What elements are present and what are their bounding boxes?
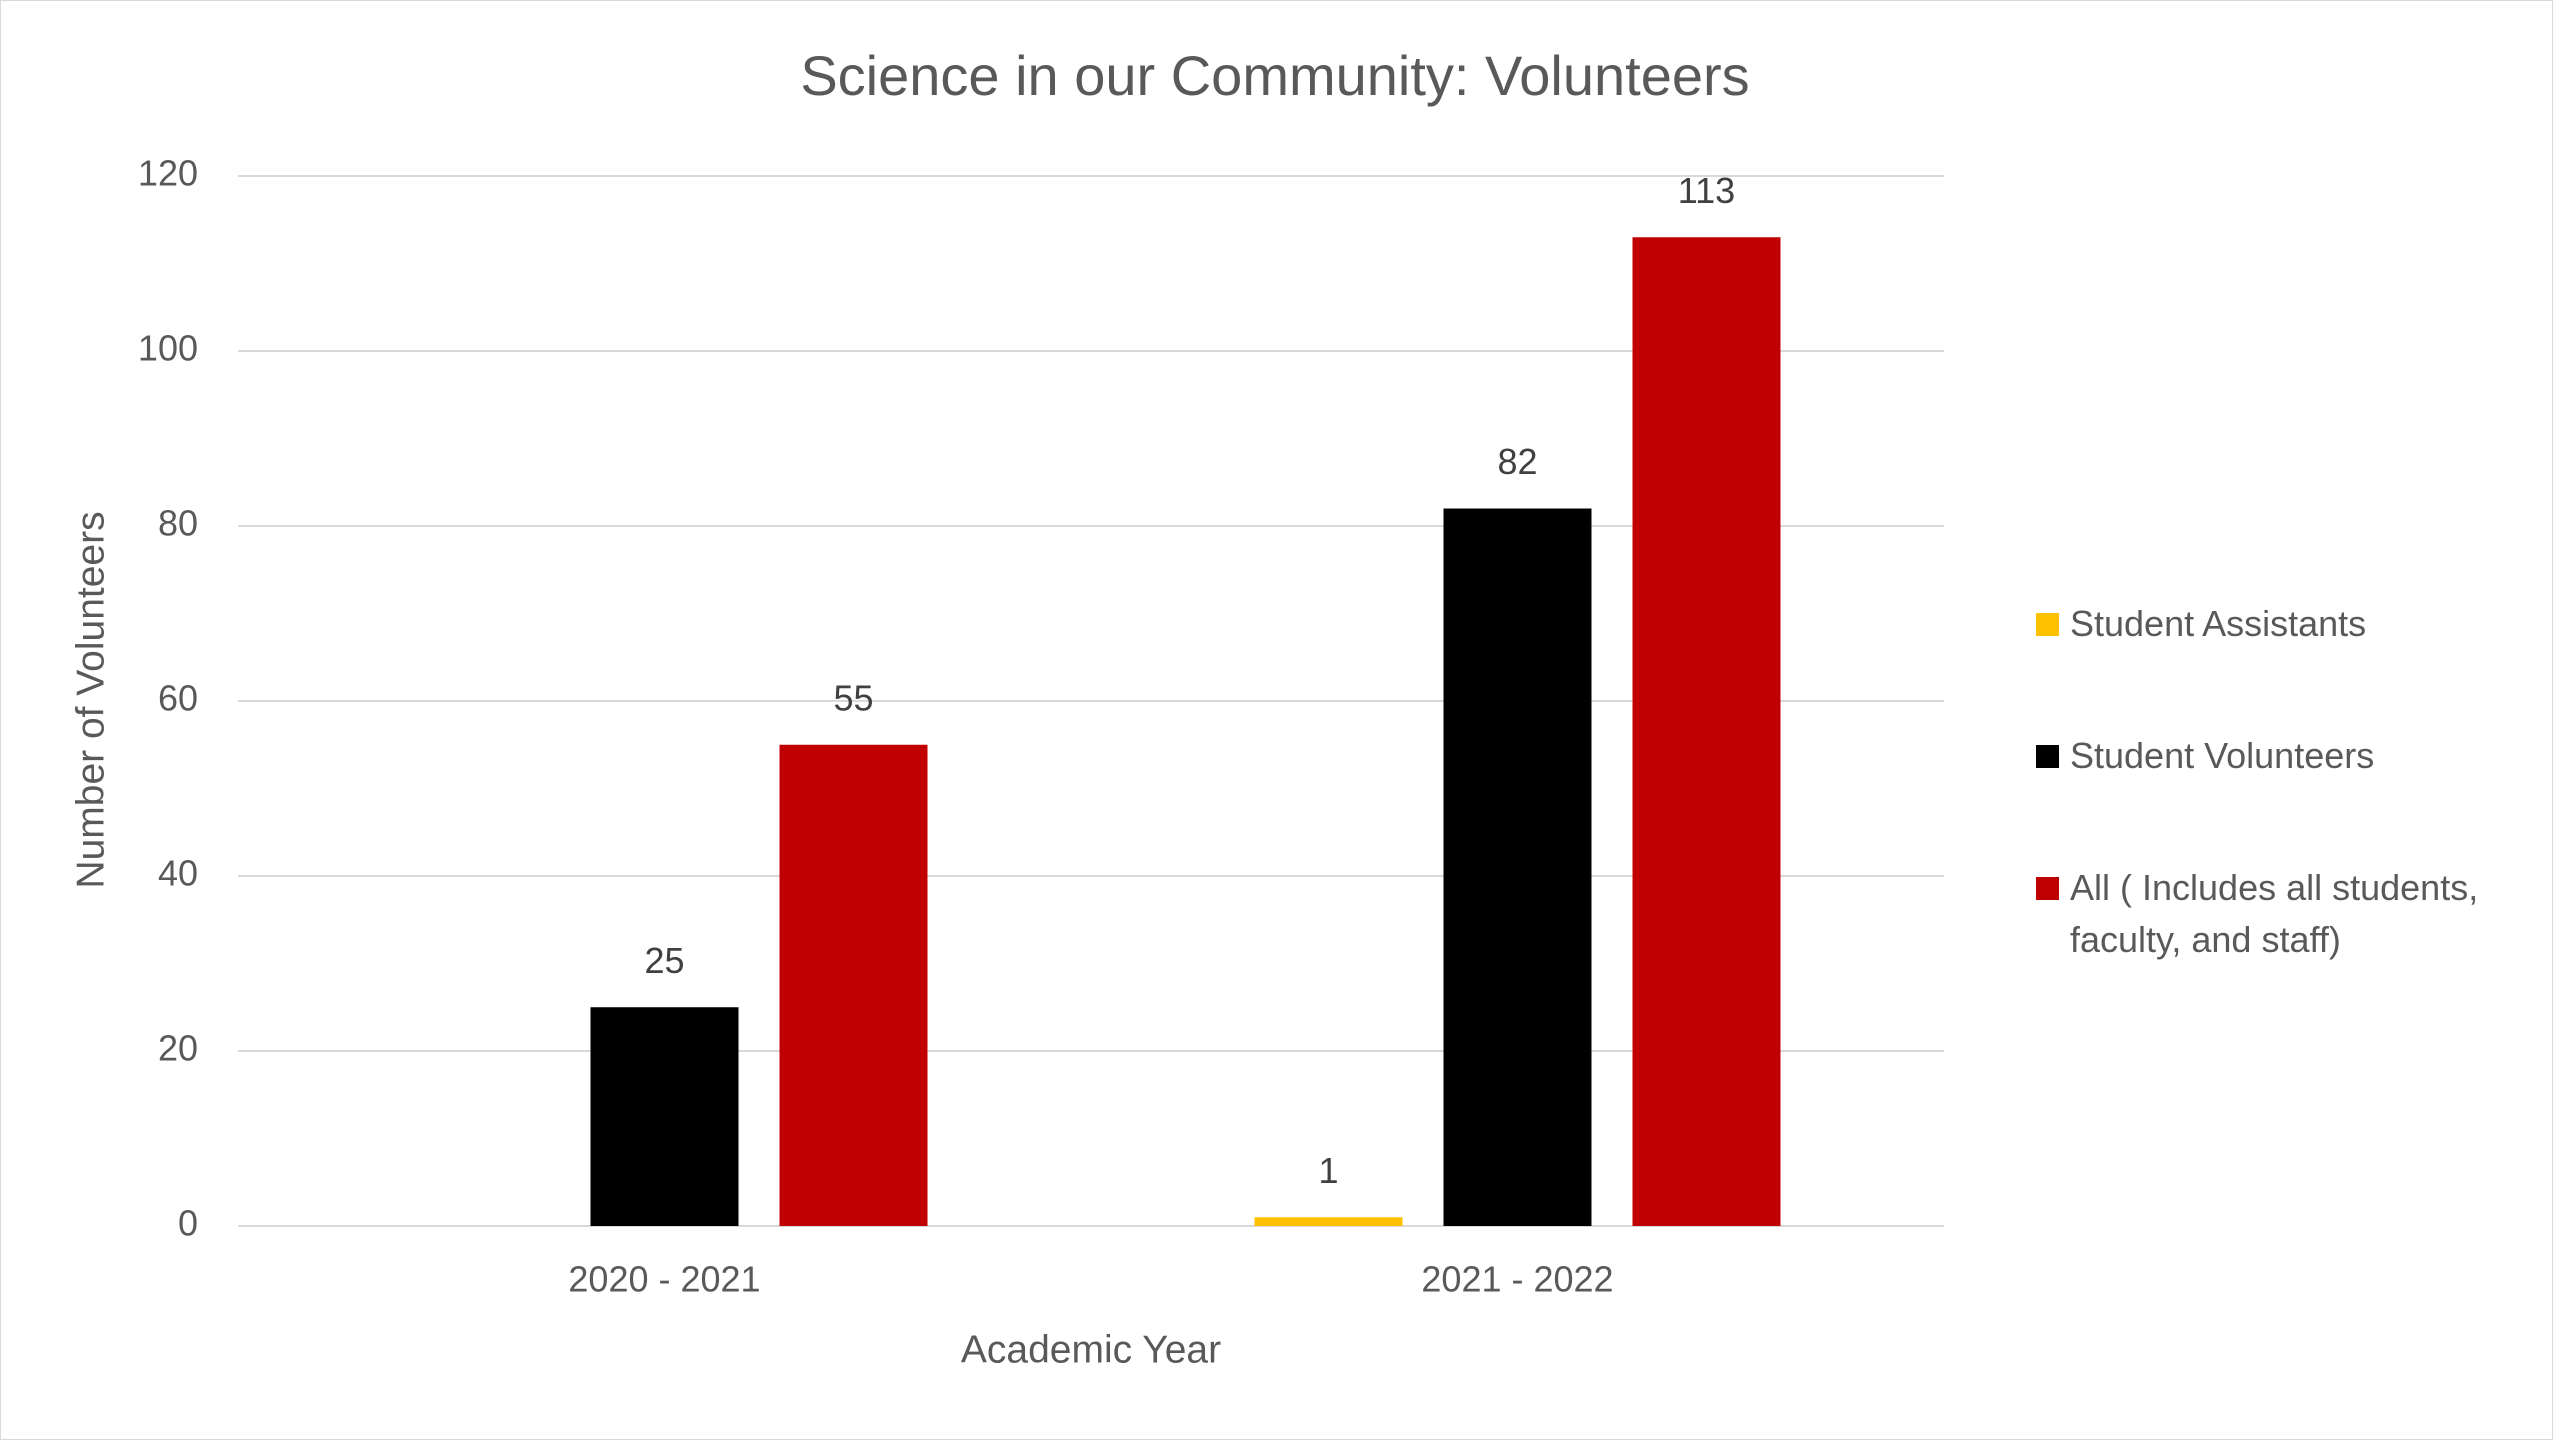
y-axis-title: Number of Volunteers: [69, 511, 112, 888]
data-label: 25: [644, 940, 684, 981]
legend-entry: Student Volunteers: [2036, 730, 2516, 782]
y-tick-label: 20: [158, 1028, 198, 1069]
y-tick-label: 60: [158, 678, 198, 719]
data-label: 1: [1318, 1150, 1338, 1191]
legend-swatch: [2036, 613, 2059, 636]
bar: [1254, 1217, 1403, 1226]
x-tick-label: 2020 - 2021: [568, 1259, 760, 1300]
chart-title: Science in our Community: Volunteers: [800, 44, 1749, 107]
bar: [1632, 237, 1781, 1226]
legend-label: Student Volunteers: [2070, 735, 2375, 776]
data-label: 55: [833, 677, 873, 718]
bar: [779, 744, 928, 1226]
y-tick-label: 100: [138, 328, 198, 369]
legend-swatch: [2036, 877, 2059, 900]
legend-entry: All ( Includes all students, faculty, an…: [2036, 862, 2516, 966]
x-axis-title: Academic Year: [961, 1328, 1221, 1371]
bar: [1443, 508, 1592, 1226]
legend-label: All ( Includes all students, faculty, an…: [2070, 867, 2479, 960]
y-tick-label: 0: [178, 1203, 198, 1244]
y-tick-label: 120: [138, 153, 198, 194]
legend-entry: Student Assistants: [2036, 598, 2516, 650]
y-tick-label: 40: [158, 853, 198, 894]
y-tick-label: 80: [158, 503, 198, 544]
bar: [590, 1007, 739, 1226]
legend-swatch: [2036, 745, 2059, 768]
data-label: 113: [1678, 170, 1735, 211]
data-label: 82: [1497, 441, 1537, 482]
legend-label: Student Assistants: [2070, 603, 2367, 644]
x-tick-label: 2021 - 2022: [1421, 1259, 1613, 1300]
